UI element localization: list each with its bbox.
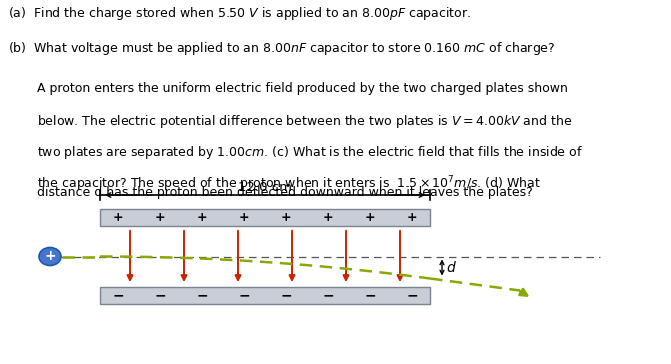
Text: 12.0 cm: 12.0 cm	[238, 181, 292, 194]
Text: +: +	[323, 211, 333, 224]
Text: −: −	[196, 289, 208, 302]
Text: +: +	[407, 211, 417, 224]
Text: +: +	[44, 249, 56, 264]
Text: +: +	[113, 211, 123, 224]
Ellipse shape	[39, 248, 61, 265]
Text: +: +	[280, 211, 291, 224]
Text: −: −	[364, 289, 376, 302]
Text: (b)  What voltage must be applied to an 8.00$nF$ capacitor to store 0.160 $mC$ o: (b) What voltage must be applied to an 8…	[8, 40, 556, 57]
Text: −: −	[154, 289, 166, 302]
Text: −: −	[322, 289, 333, 302]
Text: $d$: $d$	[446, 260, 457, 275]
Text: two plates are separated by 1.00$cm$. (c) What is the electric field that fills : two plates are separated by 1.00$cm$. (c…	[37, 144, 583, 161]
Text: +: +	[364, 211, 375, 224]
Text: +: +	[197, 211, 207, 224]
Text: −: −	[238, 289, 250, 302]
Text: +: +	[155, 211, 165, 224]
Text: −: −	[112, 289, 124, 302]
Text: below. The electric potential difference between the two plates is $V = 4.00kV$ : below. The electric potential difference…	[37, 113, 572, 130]
Text: A proton enters the uniform electric field produced by the two charged plates sh: A proton enters the uniform electric fie…	[37, 82, 568, 95]
Text: (a)  Find the charge stored when 5.50 $V$ is applied to an 8.00$pF$ capacitor.: (a) Find the charge stored when 5.50 $V$…	[8, 5, 471, 23]
FancyBboxPatch shape	[100, 287, 430, 304]
Text: −: −	[406, 289, 418, 302]
Text: −: −	[280, 289, 292, 302]
FancyBboxPatch shape	[100, 209, 430, 226]
Text: the capacitor? The speed of the proton when it enters is  $1.5 \times 10^7 m/s$.: the capacitor? The speed of the proton w…	[37, 175, 541, 194]
Text: +: +	[239, 211, 250, 224]
Text: distance d has the proton been deflected downward when it leaves the plates?: distance d has the proton been deflected…	[37, 186, 533, 199]
